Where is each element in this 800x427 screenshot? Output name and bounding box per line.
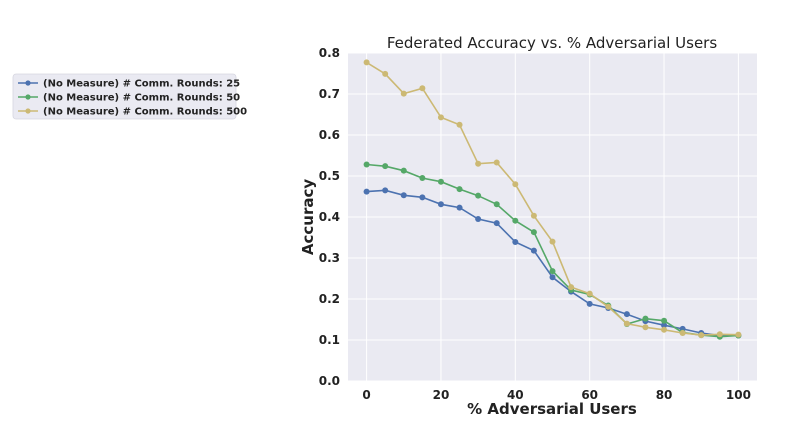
y-tick-label: 0.5 [319, 169, 340, 183]
legend-entry: (No Measure) # Comm. Rounds: 50 [18, 93, 240, 104]
data-point [437, 201, 444, 208]
data-point [419, 175, 426, 182]
data-point [456, 121, 463, 128]
data-point [623, 320, 630, 327]
data-point [642, 324, 649, 331]
legend-entry: (No Measure) # Comm. Rounds: 500 [18, 107, 247, 118]
data-point [679, 330, 686, 337]
data-point [568, 284, 575, 291]
x-tick-label: 60 [581, 388, 598, 402]
y-tick-label: 0.2 [319, 292, 340, 306]
data-point [735, 331, 742, 338]
series-layer [363, 59, 742, 340]
data-point [437, 114, 444, 121]
data-point [530, 229, 537, 236]
legend-marker [25, 80, 31, 86]
data-point [698, 332, 705, 339]
data-point [530, 247, 537, 254]
data-point [400, 192, 407, 199]
chart-title: Federated Accuracy vs. % Adversarial Use… [387, 34, 717, 52]
data-point [586, 290, 593, 297]
data-point [437, 178, 444, 185]
y-tick-label: 0.6 [319, 128, 340, 142]
data-point [661, 326, 668, 333]
y-tick-label: 0.3 [319, 251, 340, 265]
data-point [400, 90, 407, 97]
legend-entry: (No Measure) # Comm. Rounds: 25 [18, 79, 240, 90]
data-point [530, 212, 537, 219]
data-point [363, 188, 370, 195]
legend-marker [25, 94, 31, 100]
data-point [586, 300, 593, 307]
data-point [382, 163, 389, 170]
grid-lines [348, 52, 757, 382]
data-point [512, 239, 519, 246]
data-point [493, 159, 500, 166]
data-point [493, 220, 500, 227]
y-tick-label: 0.4 [319, 210, 340, 224]
data-point [456, 186, 463, 193]
data-point [382, 70, 389, 77]
data-point [549, 274, 556, 281]
data-point [605, 303, 612, 310]
data-point [549, 268, 556, 275]
legend-marker [25, 108, 31, 114]
data-point [512, 181, 519, 188]
data-point [382, 187, 389, 194]
legend-box [12, 73, 237, 120]
data-point [400, 167, 407, 174]
data-point [642, 315, 649, 322]
data-point [475, 216, 482, 223]
x-tick-label: 80 [656, 388, 673, 402]
data-point [512, 217, 519, 224]
x-tick-labels: 0 20 40 60 80 100 [362, 388, 751, 402]
legend: (No Measure) # Comm. Rounds: 25 (No Measu… [12, 73, 247, 120]
data-point [475, 160, 482, 167]
data-point [475, 192, 482, 199]
y-axis-label: Accuracy [299, 179, 317, 255]
x-tick-label: 20 [433, 388, 450, 402]
y-tick-label: 0.1 [319, 333, 340, 347]
data-point [493, 201, 500, 208]
y-tick-label: 0.0 [319, 374, 340, 388]
data-point [456, 204, 463, 211]
data-point [363, 59, 370, 66]
y-tick-labels: 0.0 0.1 0.2 0.3 0.4 0.5 0.6 0.7 0.8 [319, 46, 340, 388]
data-point [661, 317, 668, 324]
series-3 [363, 59, 742, 339]
x-tick-label: 0 [362, 388, 370, 402]
data-point [419, 194, 426, 201]
x-tick-label: 100 [726, 388, 751, 402]
data-point [549, 238, 556, 245]
data-point [623, 311, 630, 318]
y-tick-label: 0.8 [319, 46, 340, 60]
data-point [419, 85, 426, 92]
y-tick-label: 0.7 [319, 87, 340, 101]
legend-label: (No Measure) # Comm. Rounds: 50 [43, 93, 240, 104]
data-point [716, 331, 723, 338]
legend-label: (No Measure) # Comm. Rounds: 25 [43, 79, 240, 90]
data-point [661, 322, 668, 329]
x-tick-label: 40 [507, 388, 524, 402]
x-axis-label: % Adversarial Users [467, 400, 637, 418]
legend-label: (No Measure) # Comm. Rounds: 500 [43, 107, 247, 118]
data-point [363, 161, 370, 168]
